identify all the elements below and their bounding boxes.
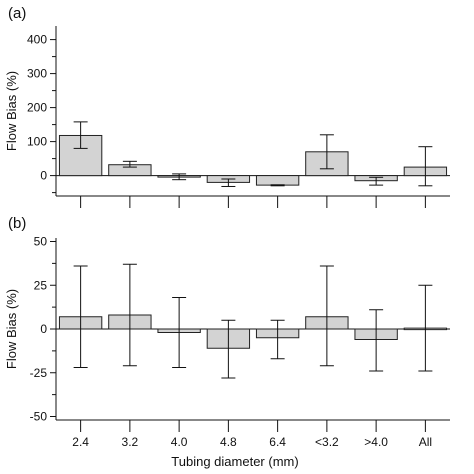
x-tick-label: 6.4 bbox=[269, 435, 286, 449]
y-tick-label: 0 bbox=[40, 169, 47, 183]
y-tick-label: -50 bbox=[30, 410, 48, 424]
bar bbox=[58, 134, 103, 177]
x-axis-title: Tubing diameter (mm) bbox=[171, 454, 298, 469]
y-tick-label: 400 bbox=[27, 33, 47, 47]
y-tick-label: 25 bbox=[34, 278, 48, 292]
panel-a: (a) 0 100 200 300 400 Flow Bias (%) bbox=[4, 5, 450, 208]
bar bbox=[255, 175, 300, 186]
x-tick-label: 4.8 bbox=[220, 435, 237, 449]
x-tick-label: 2.4 bbox=[72, 435, 89, 449]
y-axis-title: Flow Bias (%) bbox=[4, 71, 19, 151]
x-tick-label: 3.2 bbox=[122, 435, 139, 449]
x-tick-label: <3.2 bbox=[315, 435, 339, 449]
x-tick-label: 4.0 bbox=[171, 435, 188, 449]
y-tick-label: 100 bbox=[27, 135, 47, 149]
y-tick-label: 50 bbox=[34, 235, 48, 249]
panel-b: (b) -50 -25 0 25 50 Flow Bias (%) 2.4 3.2 4.0 4.8 6… bbox=[4, 215, 450, 469]
y-tick-label: 0 bbox=[40, 322, 47, 336]
x-tick-label: All bbox=[419, 435, 432, 449]
y-tick-label: 200 bbox=[27, 101, 47, 115]
y-axis-title: Flow Bias (%) bbox=[4, 289, 19, 369]
x-tick-label: >4.0 bbox=[364, 435, 388, 449]
y-tick-label: 300 bbox=[27, 67, 47, 81]
y-tick-label: -25 bbox=[30, 366, 48, 380]
panel-label: (a) bbox=[8, 5, 26, 22]
panel-label: (b) bbox=[8, 215, 26, 232]
